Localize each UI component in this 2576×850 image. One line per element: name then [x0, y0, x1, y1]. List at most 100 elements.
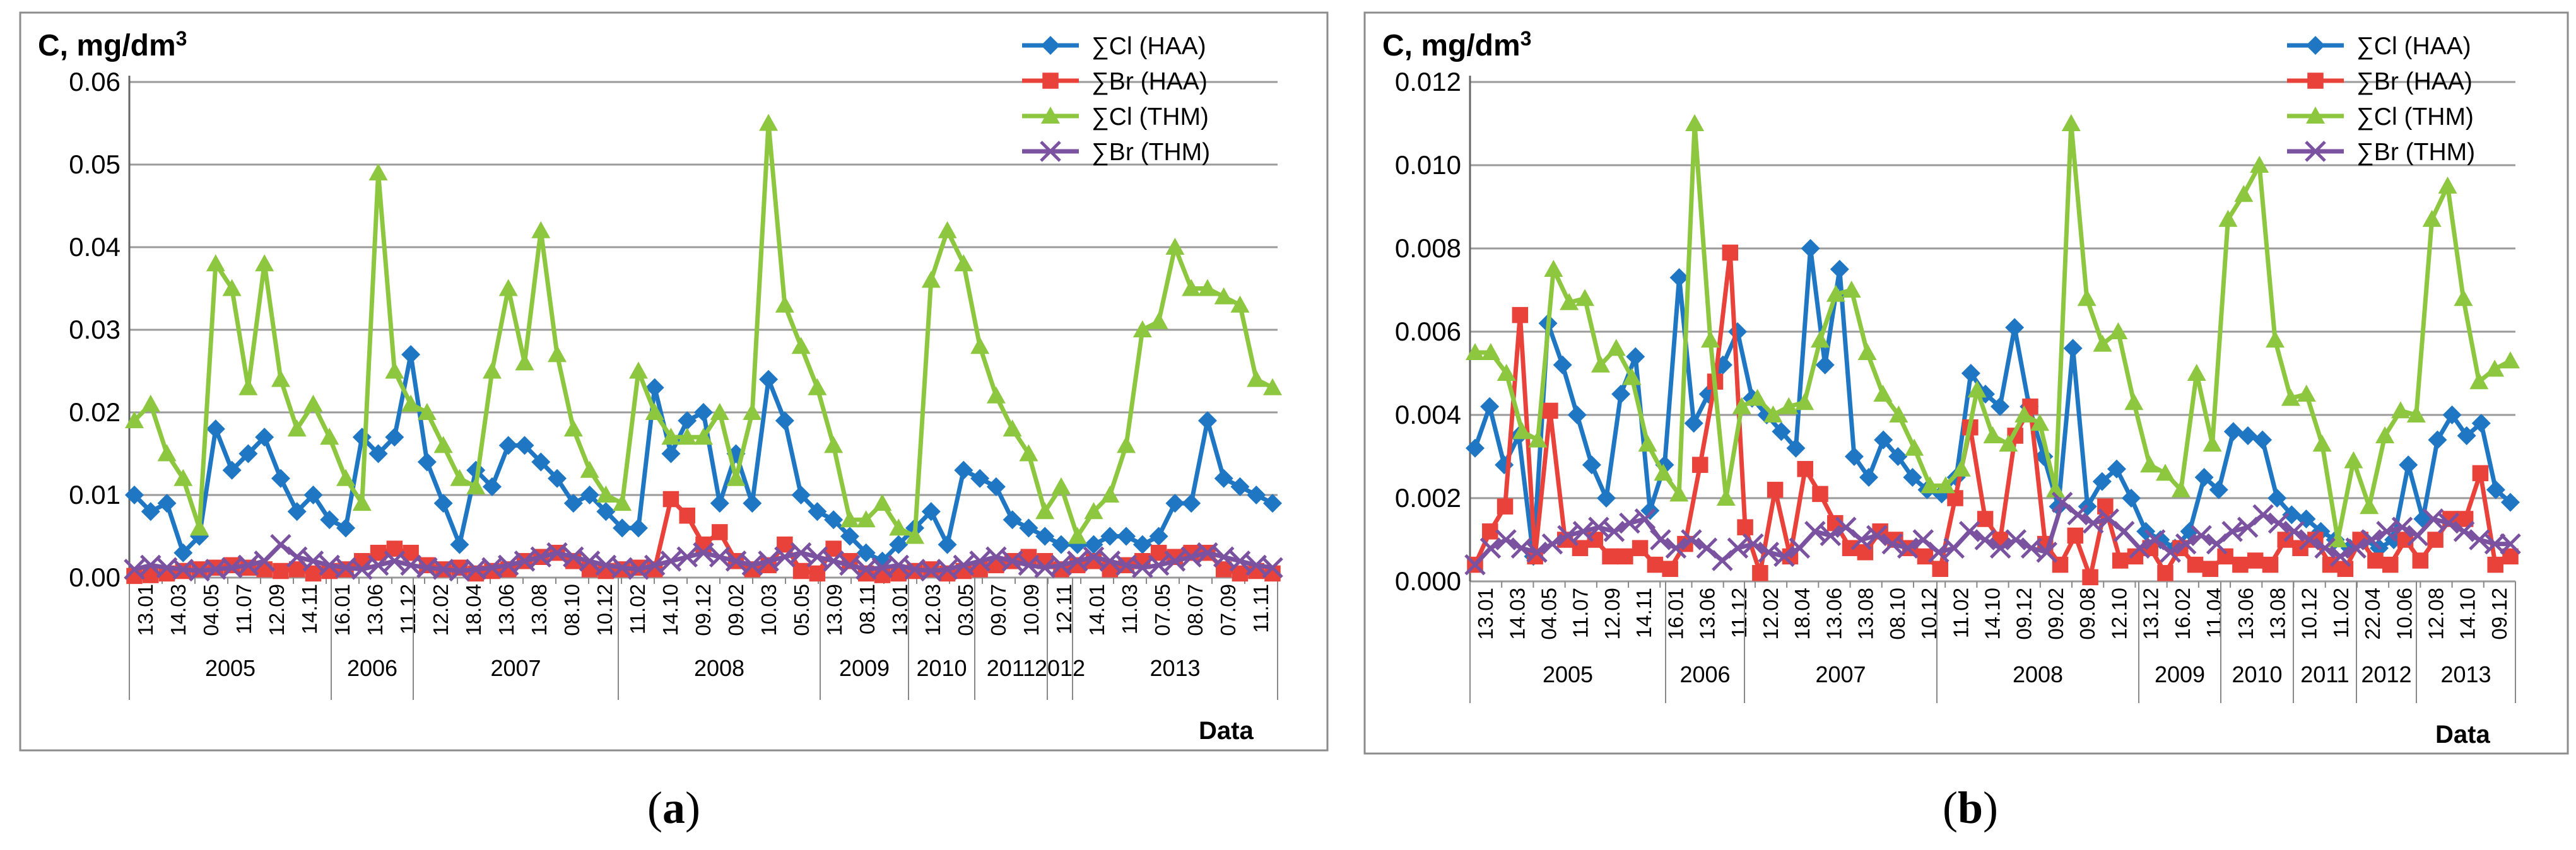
data-point [2051, 491, 2073, 513]
data-point [1958, 521, 1980, 542]
chart-panel-a: 0.00 0.01 0.02 0.03 0.04 0.05 0.06 C, mg/dm3 13.… [19, 11, 1329, 833]
x-tick-label: 12.10 [2107, 588, 2131, 640]
data-point [1464, 554, 1486, 576]
data-point [1466, 343, 1485, 360]
data-point [206, 419, 225, 439]
x-tick-label: 10.06 [2392, 588, 2416, 640]
data-point [1786, 438, 1806, 458]
data-point [2005, 529, 2027, 550]
data-point [596, 486, 616, 503]
data-point [2406, 405, 2426, 422]
panel-caption: (a) [647, 783, 700, 833]
data-point [985, 546, 1007, 568]
data-point [563, 419, 583, 437]
data-point [2453, 521, 2475, 542]
x-tick-label: 13.01 [134, 584, 157, 636]
data-point [661, 444, 681, 463]
data-point [712, 524, 728, 540]
x-tick-label: 12.09 [1601, 588, 1624, 640]
data-point [758, 550, 779, 572]
data-point [173, 469, 193, 486]
data-point [1732, 397, 1751, 414]
year-label: 2005 [1543, 661, 1593, 687]
data-point [1967, 380, 1987, 398]
x-tick-label: 12.11 [1052, 584, 1076, 634]
x-tick-label: 08.11 [856, 584, 879, 634]
data-point [482, 477, 502, 496]
data-point [1117, 436, 1136, 453]
data-point [938, 221, 957, 238]
data-point [2082, 512, 2104, 534]
data-point [1019, 444, 1038, 462]
data-point [303, 394, 323, 412]
x-tick-label: 12.09 [265, 584, 288, 636]
data-point [1752, 565, 1768, 581]
x-tick-label: 09.08 [2076, 588, 2099, 640]
data-point [823, 550, 844, 572]
x-tick-label: 11.04 [2203, 588, 2226, 638]
series-3 [124, 533, 1283, 582]
x-tick-label: 11.12 [1727, 588, 1751, 638]
data-point [2312, 434, 2332, 452]
data-point [1932, 561, 1949, 577]
data-point [694, 403, 713, 422]
y-tick-label: 0.01 [69, 480, 121, 509]
data-point [1567, 405, 1587, 424]
data-point [1575, 289, 1595, 306]
series-3 [1464, 491, 2521, 576]
legend-swatch-marker [1040, 141, 1061, 162]
data-point [2391, 401, 2410, 419]
data-point [1495, 529, 1517, 550]
data-point [2442, 405, 2462, 424]
x-tick-label: 09.12 [691, 584, 715, 636]
data-point [1758, 542, 1780, 563]
data-point [450, 535, 469, 554]
data-point [1874, 430, 1893, 450]
data-point [1481, 343, 1500, 360]
data-point [1779, 397, 1799, 414]
x-tick-label: 14.10 [1981, 588, 2004, 640]
data-point [1830, 260, 1849, 279]
data-point [1669, 268, 1689, 288]
x-tick-label: 14.11 [298, 584, 321, 634]
x-tick-label: 13.08 [2266, 588, 2289, 640]
data-point [451, 559, 468, 576]
data-point [270, 533, 291, 556]
legend-swatch-marker [2306, 36, 2325, 55]
data-point [1247, 486, 1266, 504]
data-point [1897, 537, 1919, 559]
data-point [1262, 557, 1283, 579]
data-point [530, 546, 552, 568]
data-point [222, 460, 242, 480]
data-point [889, 518, 909, 536]
data-point [2108, 322, 2128, 339]
data-point [2067, 504, 2088, 526]
x-tick-label: 11.02 [1949, 588, 1972, 638]
data-point [271, 370, 290, 387]
data-point [1928, 542, 1950, 563]
data-point [2485, 359, 2505, 377]
data-point [2328, 530, 2348, 547]
data-point [1512, 306, 1529, 323]
x-tick-label: 16.01 [331, 584, 354, 636]
data-point [970, 469, 990, 488]
data-point [759, 114, 779, 131]
x-tick-label: 14.10 [659, 584, 682, 636]
data-point [1165, 494, 1185, 513]
data-point [1716, 489, 1736, 506]
data-point [791, 486, 811, 504]
data-point [2005, 318, 2025, 337]
data-point [515, 436, 534, 455]
data-point [238, 444, 258, 463]
data-point [2036, 542, 2057, 563]
data-point [1197, 411, 1217, 431]
data-point [302, 550, 324, 572]
x-tick-label: 14.03 [1505, 588, 1529, 640]
data-point [693, 542, 714, 564]
data-point [1214, 469, 1233, 488]
x-tick-label: 09.02 [2044, 588, 2067, 640]
data-point [2187, 364, 2206, 381]
year-label: 2006 [1679, 661, 1730, 687]
data-point [954, 460, 973, 480]
legend-swatch-marker [2306, 107, 2325, 124]
